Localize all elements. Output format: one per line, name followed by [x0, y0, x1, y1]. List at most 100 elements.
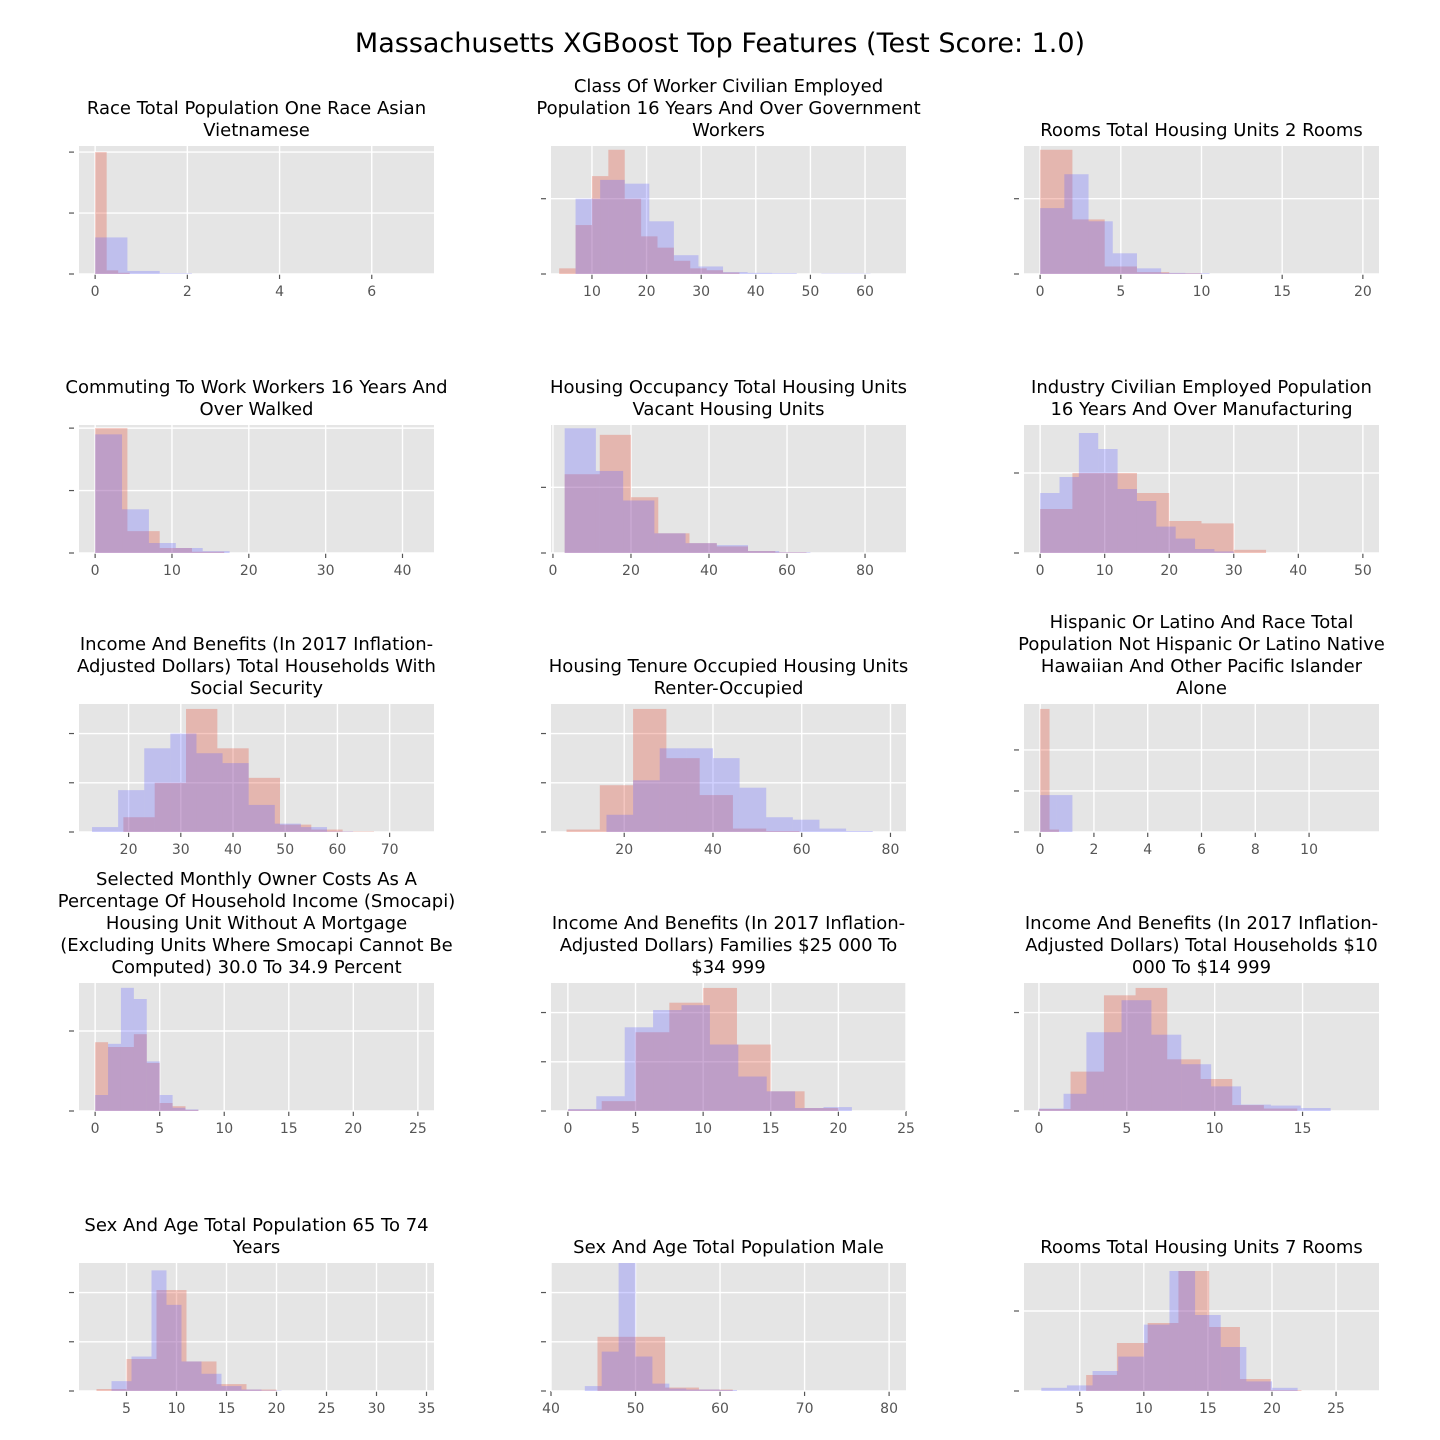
plot-area: [79, 704, 434, 832]
histogram-bar: [649, 221, 674, 274]
series-red: [95, 152, 130, 274]
series-red: [1038, 987, 1298, 1111]
x-tick-label: 30: [692, 284, 710, 300]
histogram-bar: [1233, 549, 1267, 553]
histogram-bar: [1135, 987, 1168, 1111]
histogram-bar: [159, 1103, 173, 1111]
histogram-bar: [175, 548, 203, 553]
series-blue: [1038, 1000, 1331, 1111]
histogram-bar: [635, 1032, 670, 1111]
subplot-title: Class Of Worker Civilian EmployedPopulat…: [536, 76, 920, 141]
histogram-bar: [564, 428, 596, 553]
histogram-bar: [1078, 433, 1099, 553]
histogram-bar: [665, 1387, 699, 1391]
histogram-bar: [154, 782, 187, 832]
subplot-7: 20 30 40 50 60 70 Income And Benefits (In 2017…: [69, 634, 436, 858]
x-tick-label: 40: [1289, 563, 1307, 579]
histogram-bar: [738, 1076, 767, 1111]
histogram-bar: [657, 247, 674, 274]
histogram-bar: [736, 1044, 771, 1111]
subplot-title-line: Rooms Total Housing Units 2 Rooms: [1040, 120, 1363, 141]
histogram-bar: [248, 804, 275, 832]
histogram-bar: [1136, 272, 1170, 274]
series-blue: [111, 1270, 282, 1391]
histogram-bar: [575, 198, 601, 274]
histogram-bar: [779, 552, 811, 553]
x-tick-label: 0: [548, 563, 557, 579]
histogram-bar: [739, 787, 767, 832]
histogram-bar: [1169, 1271, 1196, 1391]
histogram-bar: [95, 428, 128, 553]
x-tick-label: 0: [91, 284, 100, 300]
histogram-bar: [792, 819, 820, 832]
histogram-bar: [772, 273, 797, 274]
x-tick-label: 10: [215, 1121, 233, 1137]
subplot-9: 0 2 4 6 8 10 Hispanic Or Latino And Race Total…: [1014, 612, 1385, 858]
histogram-bar: [567, 1109, 597, 1111]
x-tick-label: 6: [1197, 842, 1206, 858]
x-tick-label: 30: [1225, 563, 1243, 579]
histogram-bar: [1241, 1104, 1271, 1111]
histogram-bar: [658, 533, 690, 553]
histogram-bar: [618, 1263, 636, 1391]
histogram-bar: [846, 831, 873, 832]
histogram-bar: [118, 790, 145, 832]
x-tick-label: 10: [163, 563, 181, 579]
histogram-bar: [172, 1106, 186, 1111]
histogram-bar: [1038, 1109, 1071, 1111]
x-tick-label: 40: [542, 1401, 560, 1417]
histogram-bar: [186, 708, 218, 832]
histogram-bar: [159, 548, 192, 553]
histogram-bar: [1088, 221, 1113, 274]
histogram-bar: [1040, 208, 1065, 274]
histogram-bar: [166, 1304, 182, 1391]
series-blue: [606, 748, 873, 832]
histogram-bar: [1246, 1381, 1272, 1391]
subplot-title: Income And Benefits (In 2017 Inflation-A…: [77, 634, 436, 699]
histogram-bar: [120, 987, 134, 1111]
histogram-bar: [1038, 1108, 1064, 1111]
histogram-bar: [1195, 549, 1215, 553]
histogram-bar: [185, 1109, 199, 1111]
x-tick-label: 80: [882, 842, 900, 858]
subplot-title-line: Years: [232, 1237, 281, 1258]
x-tick-label: 15: [1294, 1121, 1312, 1137]
histogram-bar: [1117, 489, 1137, 553]
histogram-bar: [1116, 1343, 1148, 1391]
histogram-bar: [686, 1389, 704, 1391]
x-tick-label: 20: [1160, 563, 1178, 579]
x-tick-label: 70: [796, 1401, 814, 1417]
histogram-bar: [1072, 219, 1105, 274]
histogram-bar: [748, 551, 780, 553]
x-tick-label: 10: [694, 1121, 712, 1137]
histogram-bar: [1092, 1371, 1119, 1391]
histogram-bar: [703, 987, 737, 1111]
x-tick-label: 25: [318, 1401, 336, 1417]
x-tick-label: 10: [1193, 284, 1211, 300]
histogram-bar: [698, 1389, 733, 1391]
histogram-bar: [1271, 1387, 1298, 1391]
series-red: [559, 149, 740, 274]
histogram-bar: [146, 1061, 160, 1111]
plot-area: [551, 704, 906, 832]
x-tick-label: 5: [155, 1121, 164, 1137]
histogram-bar: [300, 827, 327, 832]
series-red: [567, 987, 839, 1111]
x-tick-label: 0: [91, 1121, 100, 1137]
x-tick-label: 60: [329, 842, 347, 858]
subplot-3: 0 5 10 15 20 Rooms Total Housing Units 2 Room…: [1014, 120, 1379, 300]
series-blue: [567, 1005, 852, 1111]
histogram-bar: [127, 270, 160, 274]
histogram-bar: [186, 1361, 217, 1391]
histogram-bar: [1040, 149, 1073, 274]
histogram-bar: [127, 531, 160, 553]
subplot-title-line: Class Of Worker Civilian Employed: [574, 76, 883, 97]
histogram-bar: [685, 543, 717, 553]
histogram-bar: [591, 176, 609, 274]
x-tick-label: 10: [1135, 1401, 1153, 1417]
subplot-title: Commuting To Work Workers 16 Years AndOv…: [65, 377, 447, 420]
x-tick-label: 15: [218, 1401, 236, 1417]
histogram-bar: [566, 829, 600, 832]
histogram-bar: [659, 748, 687, 832]
